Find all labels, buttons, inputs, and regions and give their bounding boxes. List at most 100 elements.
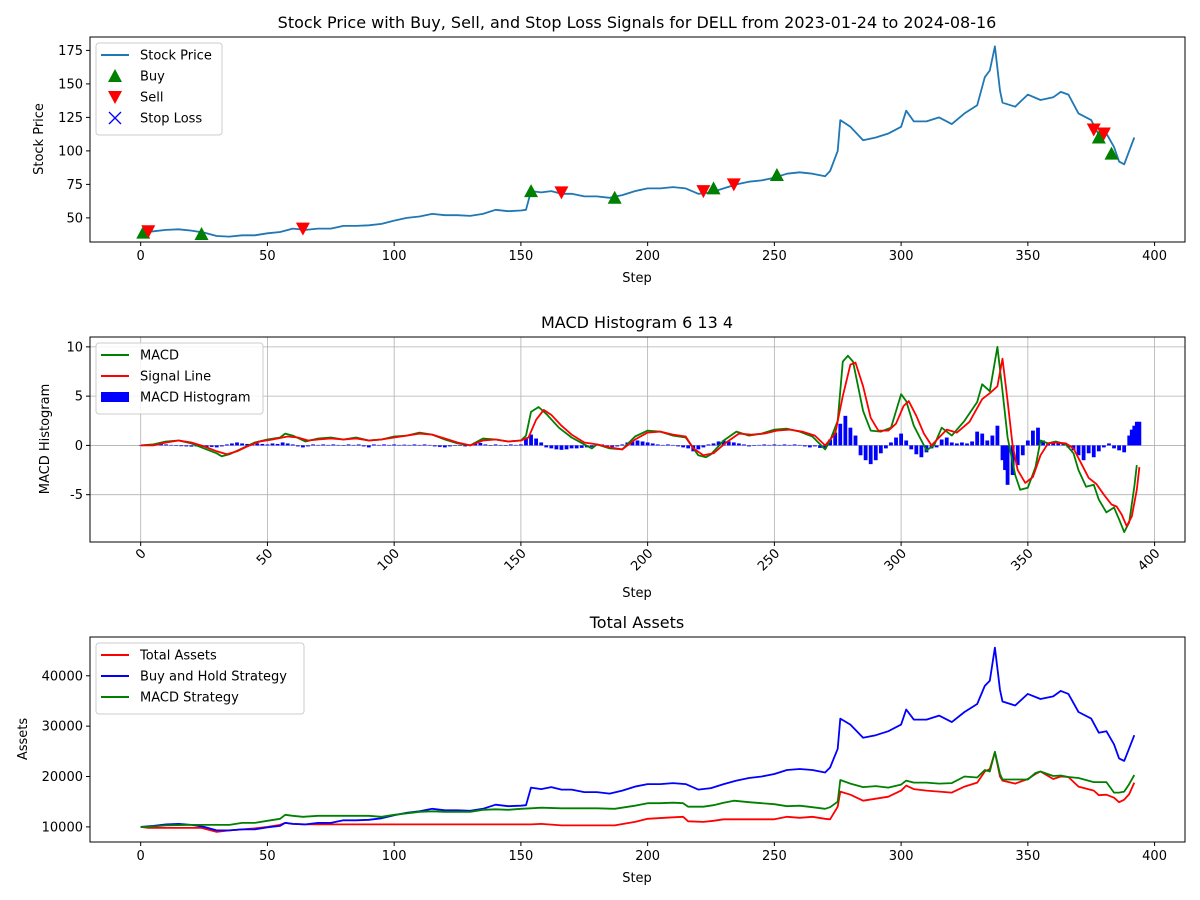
assets-x-tick-label-3: 150 [508,849,533,864]
price-markers-triangle-down [141,123,1111,239]
histogram-bar-162 [960,442,964,446]
price-legend: Stock Price Buy Sell Stop Loss [95,42,223,136]
price-legend-label-2: Sell [140,91,163,106]
histogram-bar-14 [209,445,214,447]
histogram-bar-36 [321,444,326,446]
triangle-up-marker-5 [769,168,784,182]
macd-legend-label-0: MACD [140,349,179,364]
triangle-up-marker-2 [524,184,539,198]
histogram-bar-42 [351,444,356,446]
price-plot-area [136,45,1136,240]
histogram-bar-19 [235,442,239,446]
histogram-bar-87 [579,445,584,448]
histogram-bar-121 [752,445,756,446]
histogram-bar-190 [1096,445,1101,452]
histogram-bar-104 [666,444,670,446]
histogram-bar-129 [792,444,797,446]
price-x-tick-label-2: 100 [382,249,407,264]
macd-panel: MACD Histogram 6 13 4 Step MACD Histogra… [38,313,1186,601]
histogram-bar-148 [889,442,893,446]
histogram-bar-46 [371,444,376,446]
macd-x-tick-label-3: 150 [502,546,530,574]
histogram-bar-122 [757,444,762,446]
histogram-bar-164 [970,441,974,446]
assets-legend-box [95,642,305,715]
macd-y-tick-label-2: 5 [75,390,83,405]
histogram-bar-191 [1101,445,1106,448]
histogram-bar-182 [1056,443,1061,446]
assets-x-axis-label: Step [622,871,652,886]
histogram-bar-26 [270,443,275,446]
price-x-tick-label-4: 200 [635,249,660,264]
macd-plot-area [138,346,1142,533]
histogram-bar-149 [894,437,898,446]
triangle-up-marker-0 [136,225,151,239]
histogram-bar-187 [1081,445,1086,461]
histogram-bar-50 [392,444,397,446]
histogram-bar-176 [1025,440,1030,446]
histogram-bar-27 [275,443,280,446]
histogram-bar-168 [990,435,995,446]
histogram-bar-119 [742,444,746,446]
histogram-bar-94 [615,445,620,447]
histogram-bar-115 [721,440,726,446]
histogram-bar-16 [219,445,224,447]
histogram-bar-75 [519,444,523,446]
assets-legend: Total Assets Buy and Hold Strategy MACD St… [95,642,305,715]
histogram-bar-174 [1015,445,1020,466]
histogram-bar-154 [919,445,924,458]
price-x-tick-label-7: 350 [1015,249,1040,264]
histogram-bar-131 [802,445,807,447]
histogram-bar-142 [858,445,863,456]
histogram-bar-175 [1020,445,1025,456]
histogram-bar-192 [1107,443,1111,446]
assets-y-tick-label-1: 20000 [42,770,83,785]
macd-x-tick-label-2: 100 [375,546,403,574]
histogram-bar-13 [204,445,209,448]
triangle-down-marker-5 [1086,123,1101,137]
histogram-bar-136 [828,439,833,446]
macd-legend-label-2: MACD Histogram [140,391,251,406]
assets-x-tick-label-7: 350 [1015,849,1040,864]
histogram-bar-59 [437,445,442,447]
histogram-bar-54 [412,444,417,446]
histogram-bar-21 [245,443,250,446]
assets-series-line-0 [140,751,1136,833]
histogram-bar-116 [726,441,731,446]
price-x-tick-label-0: 0 [137,249,145,264]
histogram-bar-101 [650,443,655,446]
histogram-bar-98 [635,440,640,446]
histogram-bar-48 [382,444,386,446]
histogram-bar-100 [645,442,650,446]
histogram-bar-10 [189,445,194,447]
macd-x-axis-label: Step [622,586,652,601]
histogram-bar-143 [863,445,868,461]
histogram-bar-141 [853,435,858,446]
histogram-bar-197 [1129,429,1134,446]
histogram-bar-31 [295,445,300,447]
histogram-bar-24 [260,443,265,446]
macd-legend: MACD Signal Line MACD Histogram [95,342,264,415]
histogram-bar-58 [432,445,437,447]
histogram-bar-105 [671,444,675,446]
histogram-bar-8 [179,445,184,447]
histogram-bar-15 [214,445,219,448]
histogram-bar-20 [240,443,244,446]
histogram-bar-33 [306,445,310,447]
triangle-down-marker-2 [554,186,569,200]
histogram-bar-69 [488,445,493,446]
histogram-bar-108 [686,445,691,449]
histogram-bar-178 [1036,427,1040,446]
histogram-bar-127 [782,444,787,446]
histogram-bar-72 [503,445,508,446]
histogram-bar-73 [508,444,513,446]
price-y-tick-label-0: 50 [66,211,83,226]
histogram-bar-9 [184,445,189,447]
histogram-bar-40 [341,445,346,446]
histogram-bar-6 [169,444,174,446]
price-legend-label-0: Stock Price [140,49,212,64]
price-y-tick-label-5: 175 [58,44,83,59]
histogram-bar-0 [138,445,143,446]
histogram-bar-64 [463,445,468,447]
histogram-bar-179 [1041,440,1045,446]
